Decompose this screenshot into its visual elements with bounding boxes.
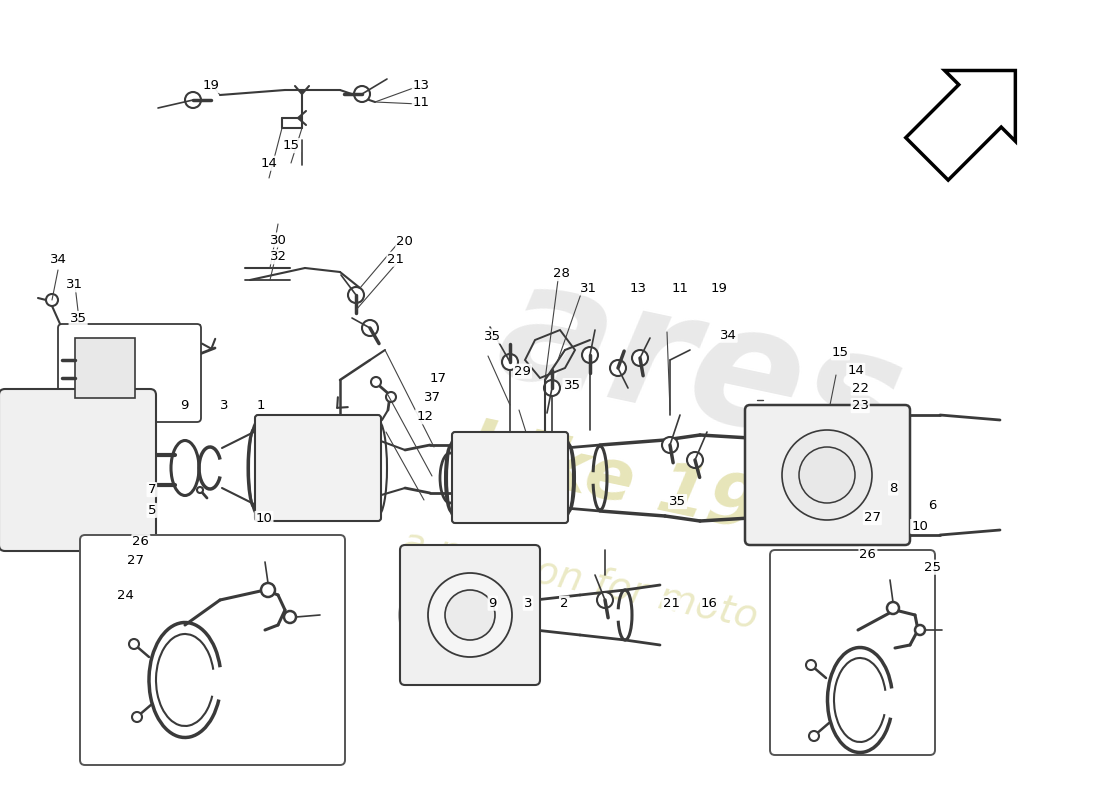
- FancyBboxPatch shape: [452, 432, 568, 523]
- Text: 12: 12: [416, 410, 433, 423]
- Text: 29: 29: [514, 365, 531, 378]
- Text: 25: 25: [924, 561, 942, 574]
- Text: 9: 9: [180, 399, 189, 412]
- Text: 14: 14: [847, 364, 865, 377]
- Text: a passion for moto: a passion for moto: [398, 524, 761, 636]
- Text: 10: 10: [911, 520, 928, 533]
- Circle shape: [53, 448, 97, 492]
- Circle shape: [582, 347, 598, 363]
- FancyBboxPatch shape: [745, 405, 910, 545]
- FancyBboxPatch shape: [400, 545, 540, 685]
- Circle shape: [446, 590, 495, 640]
- Text: 9: 9: [488, 597, 497, 610]
- Text: 3: 3: [524, 597, 532, 610]
- Text: 31: 31: [66, 278, 84, 291]
- Text: 13: 13: [629, 282, 647, 294]
- Circle shape: [806, 660, 816, 670]
- Text: 26: 26: [132, 535, 150, 548]
- Text: 28: 28: [552, 267, 570, 280]
- Text: 21: 21: [662, 597, 680, 610]
- Text: 30: 30: [270, 234, 287, 246]
- Text: 8: 8: [889, 482, 898, 494]
- Circle shape: [688, 452, 703, 468]
- FancyBboxPatch shape: [58, 324, 201, 422]
- Text: 14: 14: [261, 157, 278, 170]
- Text: 34: 34: [50, 253, 67, 266]
- Circle shape: [915, 625, 925, 635]
- Text: 15: 15: [283, 139, 300, 152]
- Circle shape: [354, 86, 370, 102]
- Circle shape: [428, 573, 512, 657]
- Text: 23: 23: [851, 399, 869, 412]
- Text: 1: 1: [256, 399, 265, 412]
- Circle shape: [132, 712, 142, 722]
- Circle shape: [35, 430, 116, 510]
- Circle shape: [799, 447, 855, 503]
- Circle shape: [261, 583, 275, 597]
- Circle shape: [348, 287, 364, 303]
- Text: 32: 32: [270, 250, 287, 263]
- Text: 35: 35: [484, 330, 502, 342]
- Text: 10: 10: [255, 512, 273, 525]
- Text: 19: 19: [711, 282, 728, 294]
- Circle shape: [544, 380, 560, 396]
- Bar: [75, 338, 135, 398]
- Text: 27: 27: [864, 511, 881, 524]
- Text: 26: 26: [859, 548, 877, 561]
- Circle shape: [502, 354, 518, 370]
- Text: 24: 24: [117, 589, 134, 602]
- Circle shape: [284, 611, 296, 623]
- Text: 37: 37: [424, 391, 441, 404]
- Text: 5: 5: [147, 504, 156, 517]
- Circle shape: [185, 92, 201, 108]
- Circle shape: [65, 460, 85, 480]
- Circle shape: [662, 437, 678, 453]
- Text: 22: 22: [851, 382, 869, 394]
- Text: 19: 19: [202, 79, 220, 92]
- Text: 3: 3: [220, 399, 229, 412]
- FancyBboxPatch shape: [255, 415, 381, 521]
- Circle shape: [129, 639, 139, 649]
- Circle shape: [371, 377, 381, 387]
- FancyBboxPatch shape: [80, 535, 345, 765]
- Circle shape: [362, 320, 378, 336]
- Text: 35: 35: [563, 379, 581, 392]
- Circle shape: [808, 731, 820, 741]
- Text: 13: 13: [412, 79, 430, 92]
- Circle shape: [597, 592, 613, 608]
- Text: ares: ares: [484, 248, 916, 492]
- Circle shape: [386, 392, 396, 402]
- Text: 16: 16: [701, 597, 718, 610]
- Text: 2: 2: [560, 597, 569, 610]
- Text: 11: 11: [412, 96, 430, 109]
- Text: 20: 20: [396, 235, 414, 248]
- Text: 15: 15: [832, 346, 849, 359]
- Text: 31: 31: [580, 282, 597, 294]
- Circle shape: [632, 350, 648, 366]
- Circle shape: [46, 294, 58, 306]
- Text: 7: 7: [147, 483, 156, 496]
- Circle shape: [610, 360, 626, 376]
- Text: 27: 27: [126, 554, 144, 566]
- Circle shape: [887, 602, 899, 614]
- Text: 34: 34: [719, 329, 737, 342]
- Text: 35: 35: [669, 495, 686, 508]
- Text: bike 1985: bike 1985: [459, 415, 861, 565]
- FancyBboxPatch shape: [770, 550, 935, 755]
- FancyBboxPatch shape: [0, 389, 156, 551]
- Circle shape: [197, 487, 204, 493]
- Circle shape: [782, 430, 872, 520]
- Text: 35: 35: [69, 312, 87, 325]
- Text: 21: 21: [387, 253, 405, 266]
- Text: 6: 6: [928, 499, 937, 512]
- Text: 11: 11: [671, 282, 689, 294]
- Text: 17: 17: [429, 372, 447, 385]
